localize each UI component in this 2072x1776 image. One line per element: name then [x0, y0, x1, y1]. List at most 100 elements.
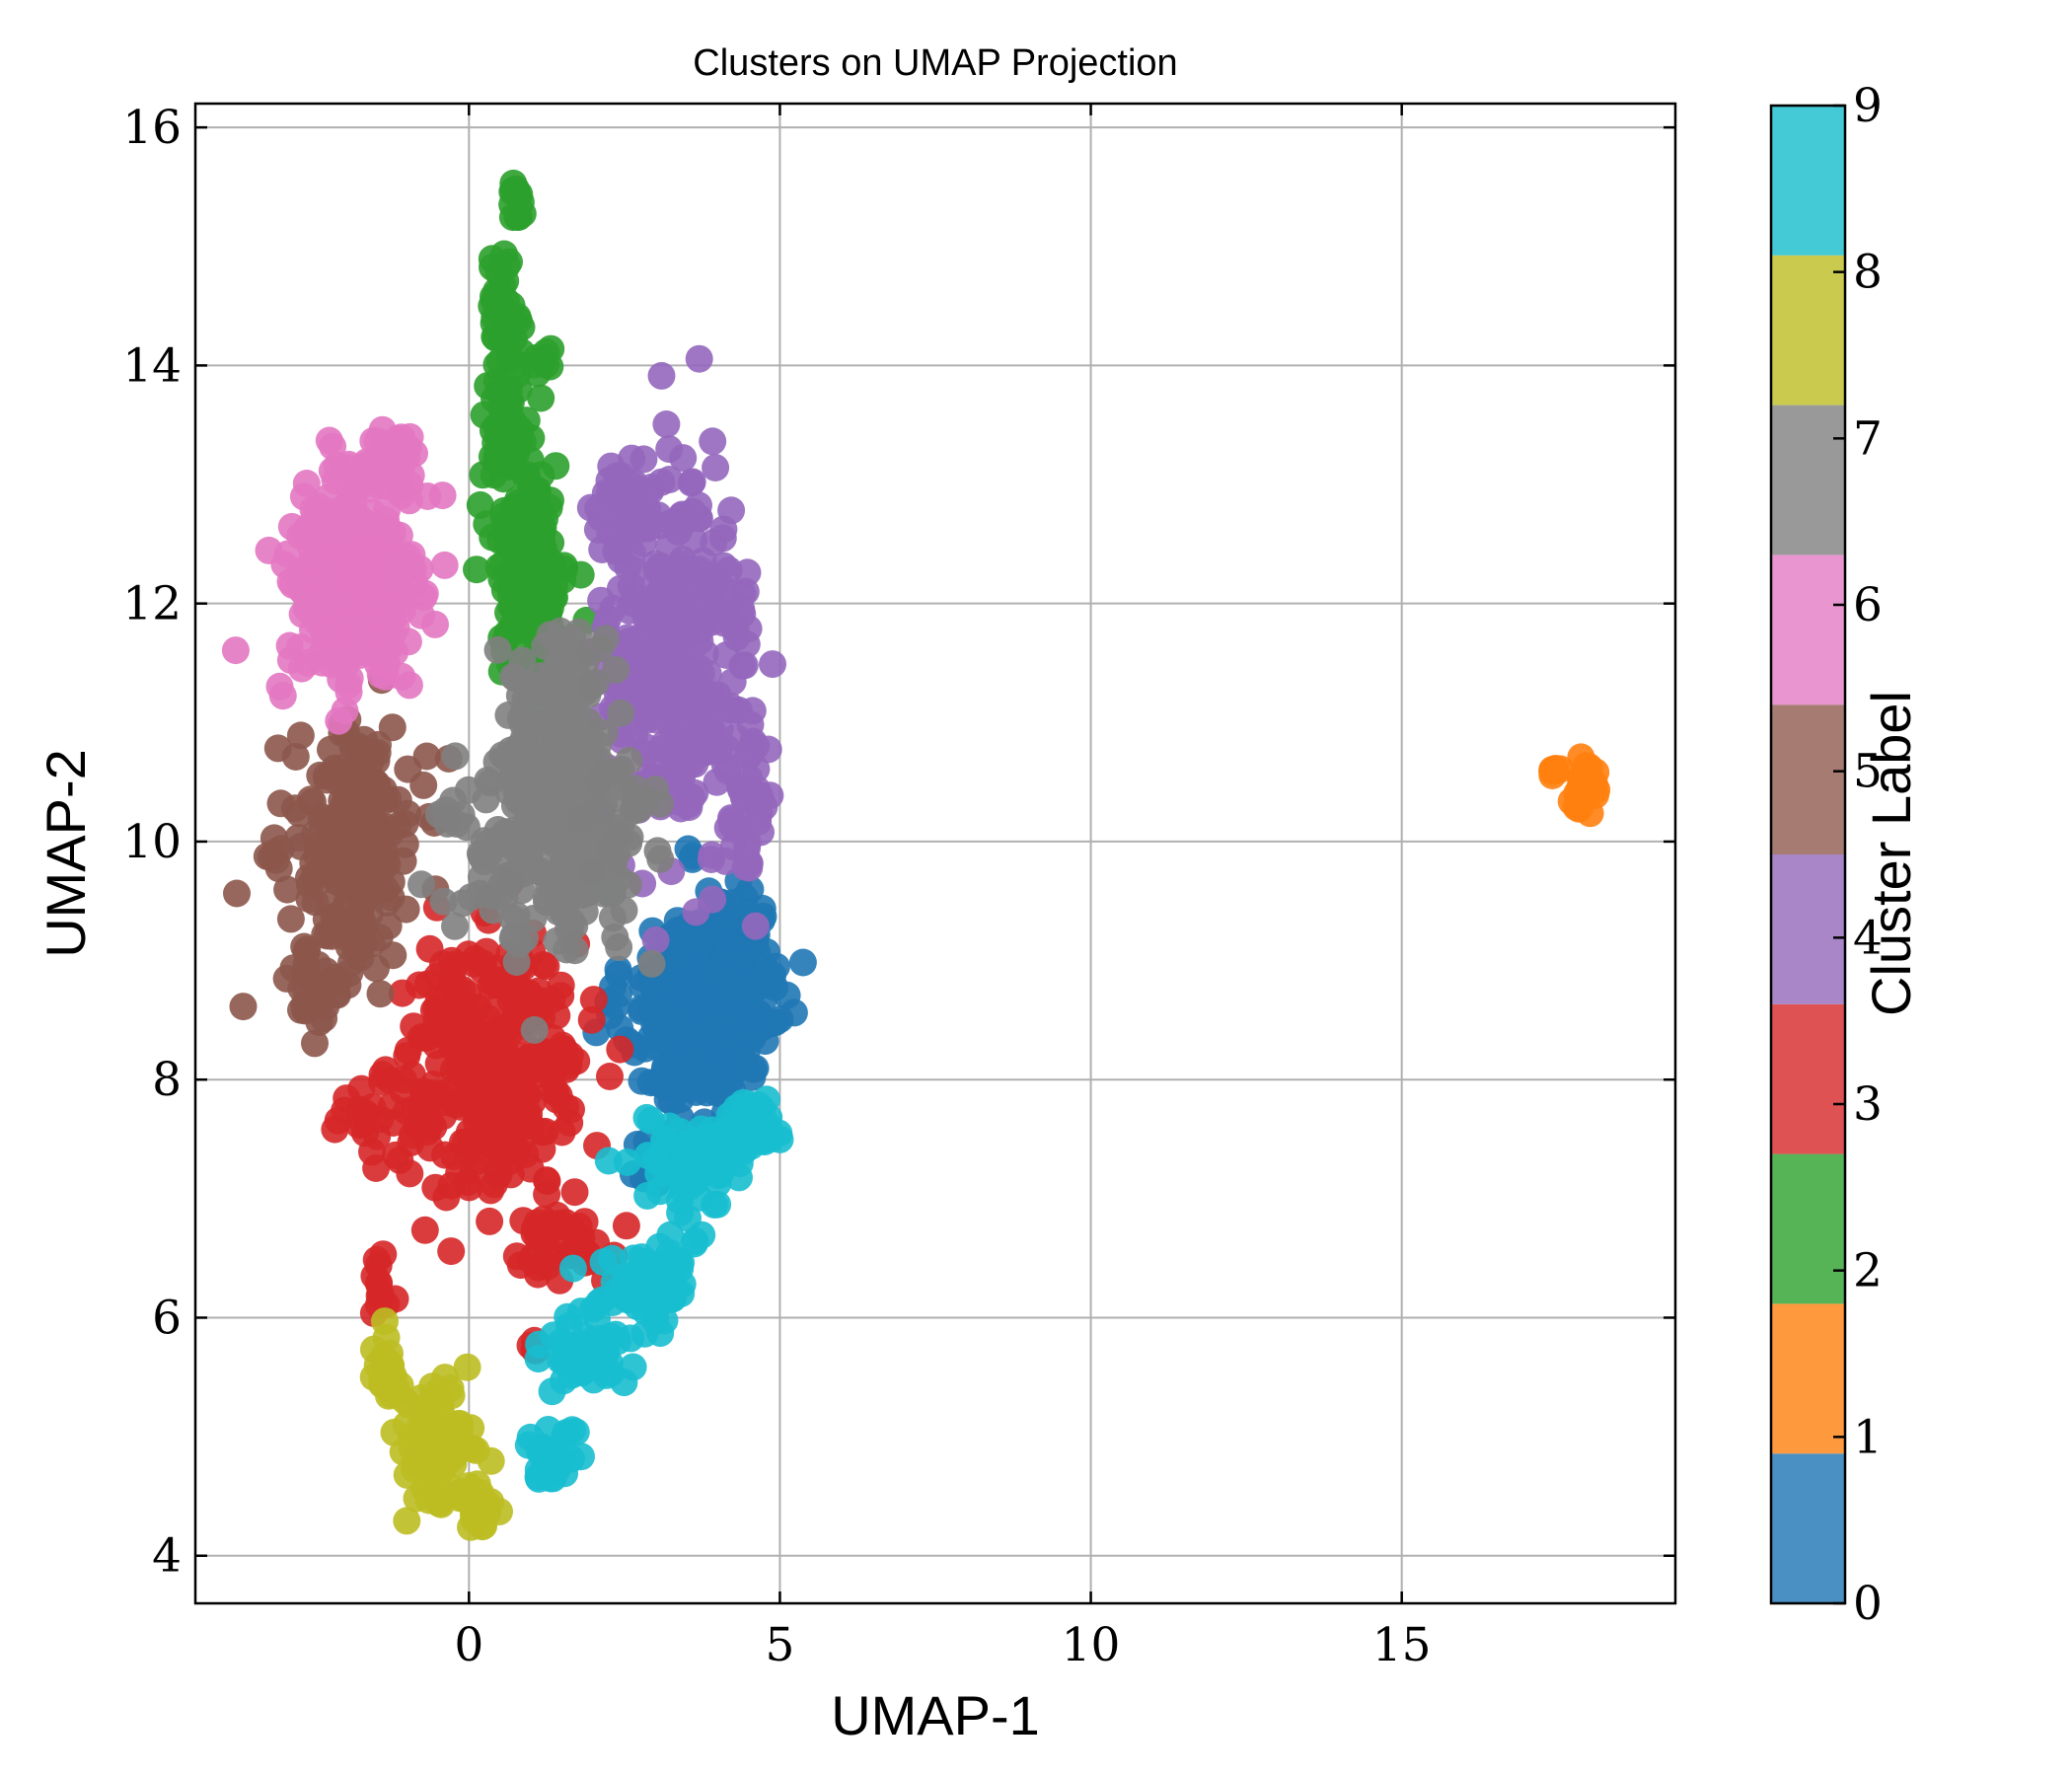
cluster-7-point	[570, 898, 599, 925]
cluster-5-point	[273, 875, 302, 904]
cluster-3-point	[425, 1009, 454, 1038]
cluster-9-point	[666, 1118, 695, 1146]
cluster-3-point	[358, 1138, 386, 1166]
cluster-4-point	[700, 528, 728, 556]
cluster-6-point	[320, 554, 348, 582]
cluster-4-point	[654, 532, 683, 560]
cluster-3-point	[349, 1110, 378, 1139]
cluster-4-point	[614, 482, 641, 511]
cluster-9-point	[598, 1244, 627, 1273]
cluster-3-point	[461, 944, 489, 973]
colorbar-band	[1771, 1003, 1845, 1154]
cluster-3-point	[474, 1129, 502, 1157]
cluster-8-point	[453, 1353, 481, 1381]
cluster-2-point	[527, 384, 555, 412]
cluster-4-point	[750, 792, 778, 821]
cluster-9-point	[680, 1229, 708, 1258]
cluster-3-point	[579, 986, 608, 1014]
cluster-0-point	[674, 835, 703, 863]
cluster-6-point	[373, 516, 402, 545]
cluster-7-point	[549, 630, 577, 659]
cluster-0-point	[766, 1005, 794, 1033]
cluster-2-point	[542, 452, 570, 481]
cluster-4-point	[674, 602, 702, 630]
cluster-6-point	[300, 504, 329, 533]
colorbar-tick-label: 8	[1853, 246, 1883, 300]
cluster-3-point	[368, 1061, 397, 1089]
cluster-3-point	[548, 1049, 576, 1077]
cluster-4-point	[685, 344, 713, 373]
cluster-7-point	[607, 699, 635, 727]
cluster-7-point	[513, 670, 542, 699]
cluster-6-point	[372, 649, 401, 678]
cluster-4-point	[583, 515, 612, 544]
x-tick-label: 5	[765, 1618, 794, 1672]
cluster-9-point	[666, 1199, 695, 1227]
cluster-7-point	[523, 691, 552, 719]
cluster-7-point	[498, 817, 527, 846]
cluster-0-point	[679, 997, 707, 1025]
cluster-5-point	[338, 773, 367, 801]
y-tick-label: 14	[122, 338, 182, 393]
cluster-5-point	[335, 874, 364, 903]
cluster-3-point	[577, 1005, 606, 1034]
cluster-5-point	[223, 879, 251, 908]
colorbar-band	[1771, 704, 1845, 854]
cluster-7-point	[560, 936, 589, 965]
cluster-8-point	[436, 1473, 465, 1502]
cluster-4-point	[722, 623, 751, 651]
cluster-7-point	[503, 777, 532, 805]
cluster-9-point	[538, 1377, 566, 1406]
cluster-3-point	[452, 1088, 480, 1117]
cluster-6-point	[396, 471, 424, 499]
cluster-4-point	[648, 560, 677, 589]
colorbar: 0 1 2 3 4 5 6 7 8 9	[1769, 79, 1883, 1631]
colorbar-tick-label: 9	[1853, 79, 1883, 133]
cluster-3-point	[547, 982, 575, 1010]
colorbar-band	[1771, 106, 1845, 256]
cluster-9-point	[560, 1346, 589, 1374]
cluster-9-points	[514, 1085, 794, 1493]
cluster-3-point	[475, 1031, 503, 1060]
cluster-4-point	[705, 569, 734, 598]
cluster-6-point	[395, 671, 423, 700]
cluster-3-point	[474, 1090, 502, 1119]
cluster-7-point	[637, 949, 666, 978]
cluster-3-point	[497, 970, 526, 999]
cluster-3-point	[403, 1112, 431, 1141]
cluster-6-point	[380, 549, 408, 576]
cluster-5-point	[394, 755, 422, 783]
cluster-7-point	[555, 808, 584, 837]
cluster-5-point	[266, 789, 295, 818]
cluster-4-point	[647, 361, 676, 390]
cluster-4-point	[741, 912, 770, 940]
cluster-5-point	[229, 993, 258, 1021]
cluster-0-point	[744, 999, 773, 1028]
cluster-7-point	[532, 749, 560, 777]
cluster-0-point	[682, 1078, 710, 1106]
cluster-4-point	[726, 774, 755, 802]
cluster-0-point	[759, 961, 787, 990]
cluster-7-point	[508, 646, 537, 675]
cluster-4-point	[710, 751, 739, 779]
cluster-4-point	[616, 597, 643, 625]
colorbar-tick-label: 5	[1853, 745, 1883, 799]
cluster-1-point	[1541, 757, 1570, 785]
cluster-5-point	[332, 805, 360, 834]
cluster-3-point	[476, 1207, 504, 1235]
cluster-0-point	[674, 952, 703, 981]
cluster-8-point	[443, 1415, 472, 1443]
cluster-4-point	[727, 595, 756, 624]
cluster-9-point	[625, 1282, 653, 1310]
cluster-6-point	[289, 482, 318, 511]
cluster-4-point	[677, 469, 705, 497]
cluster-4-point	[733, 829, 762, 857]
cluster-3-point	[494, 1067, 522, 1095]
cluster-7-point	[504, 929, 533, 958]
cluster-4-point	[659, 752, 688, 779]
cluster-7-point	[553, 742, 581, 771]
cluster-4-point	[702, 454, 730, 481]
cluster-3-point	[477, 1176, 505, 1205]
cluster-9-point	[524, 1345, 553, 1373]
y-tick-label: 6	[152, 1291, 182, 1345]
